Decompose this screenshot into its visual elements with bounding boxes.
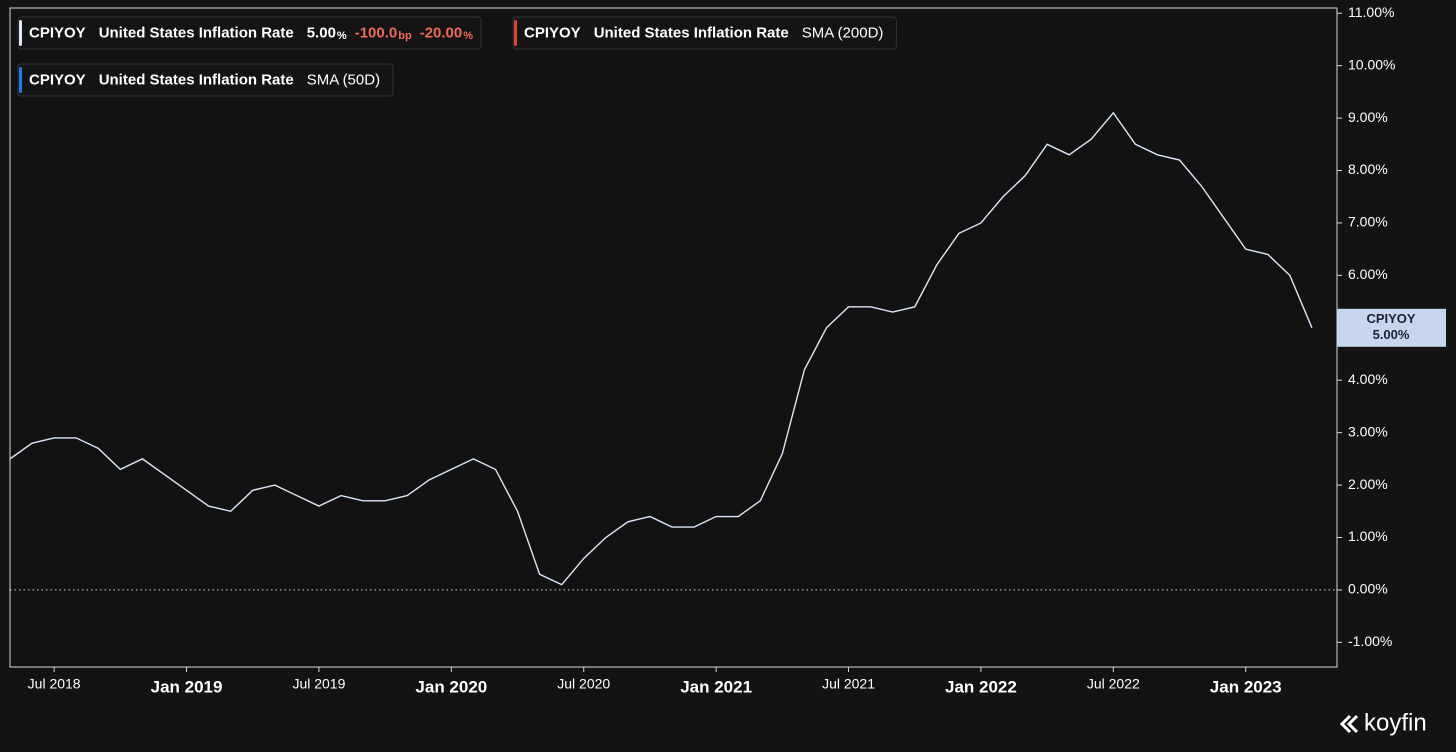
y-tick-label: 7.00%: [1348, 214, 1388, 230]
legend-stat-value: -100.0: [355, 24, 398, 41]
y-tick-label: 8.00%: [1348, 161, 1388, 177]
brand-name: koyfin: [1364, 709, 1427, 736]
x-tick-label: Jul 2021: [822, 676, 875, 692]
legend-study: SMA (200D): [802, 24, 884, 41]
y-tick-label: 11.00%: [1348, 4, 1394, 20]
brand-icon: [1339, 714, 1359, 734]
y-tick-label: 4.00%: [1348, 371, 1388, 387]
x-tick-label: Jan 2022: [945, 677, 1017, 696]
x-tick-label: Jul 2019: [292, 676, 345, 692]
y-tick-label: 3.00%: [1348, 423, 1388, 439]
legend-swatch: [19, 20, 22, 46]
legend-item: CPIYOY United States Inflation Rate 5.00% -…: [17, 16, 482, 50]
y-tick-label: -1.00%: [1348, 633, 1392, 649]
x-tick-label: Jul 2022: [1087, 676, 1140, 692]
legend-description: United States Inflation Rate: [99, 24, 294, 41]
y-tick-label: 10.00%: [1348, 56, 1395, 72]
legend-stat-value: 5.00: [307, 24, 336, 41]
last-value-label: 5.00%: [1373, 327, 1410, 342]
legend-item: CPIYOY United States Inflation Rate SMA (5…: [17, 63, 394, 97]
plot-frame: [9, 7, 1338, 668]
legend-stat-unit: bp: [398, 30, 412, 42]
brand-logo: koyfin: [1339, 709, 1427, 736]
legend-description: United States Inflation Rate: [99, 71, 294, 88]
x-tick-label: Jan 2019: [151, 677, 223, 696]
y-tick-label: 0.00%: [1348, 581, 1388, 597]
x-tick-label: Jan 2021: [680, 677, 752, 696]
y-tick-label: 6.00%: [1348, 266, 1388, 282]
legend-box: [17, 63, 394, 97]
legend-description: United States Inflation Rate: [594, 24, 789, 41]
legend-box: [512, 16, 897, 50]
x-tick-label: Jul 2018: [28, 676, 81, 692]
x-tick-label: Jan 2023: [1210, 677, 1282, 696]
legend-item: CPIYOY United States Inflation Rate SMA (2…: [512, 16, 897, 50]
y-tick-label: 1.00%: [1348, 528, 1388, 544]
x-tick-label: Jan 2020: [415, 677, 487, 696]
y-tick-label: 2.00%: [1348, 476, 1388, 492]
legend-swatch: [19, 67, 22, 93]
y-tick-label: 9.00%: [1348, 109, 1388, 125]
x-tick-label: Jul 2020: [557, 676, 610, 692]
last-value-box: [1337, 308, 1446, 347]
legend-stat-unit: %: [463, 30, 473, 42]
legend-ticker: CPIYOY: [29, 71, 86, 88]
last-value-name: CPIYOY: [1366, 311, 1415, 326]
legend-stat-unit: %: [337, 30, 347, 42]
legend-stat-value: -20.00: [420, 24, 463, 41]
legend-box: [17, 16, 482, 50]
legend-study: SMA (50D): [307, 71, 380, 88]
series-line: [9, 111, 1313, 586]
legend-swatch: [514, 20, 517, 46]
legend-ticker: CPIYOY: [524, 24, 581, 41]
legend-ticker: CPIYOY: [29, 24, 86, 41]
